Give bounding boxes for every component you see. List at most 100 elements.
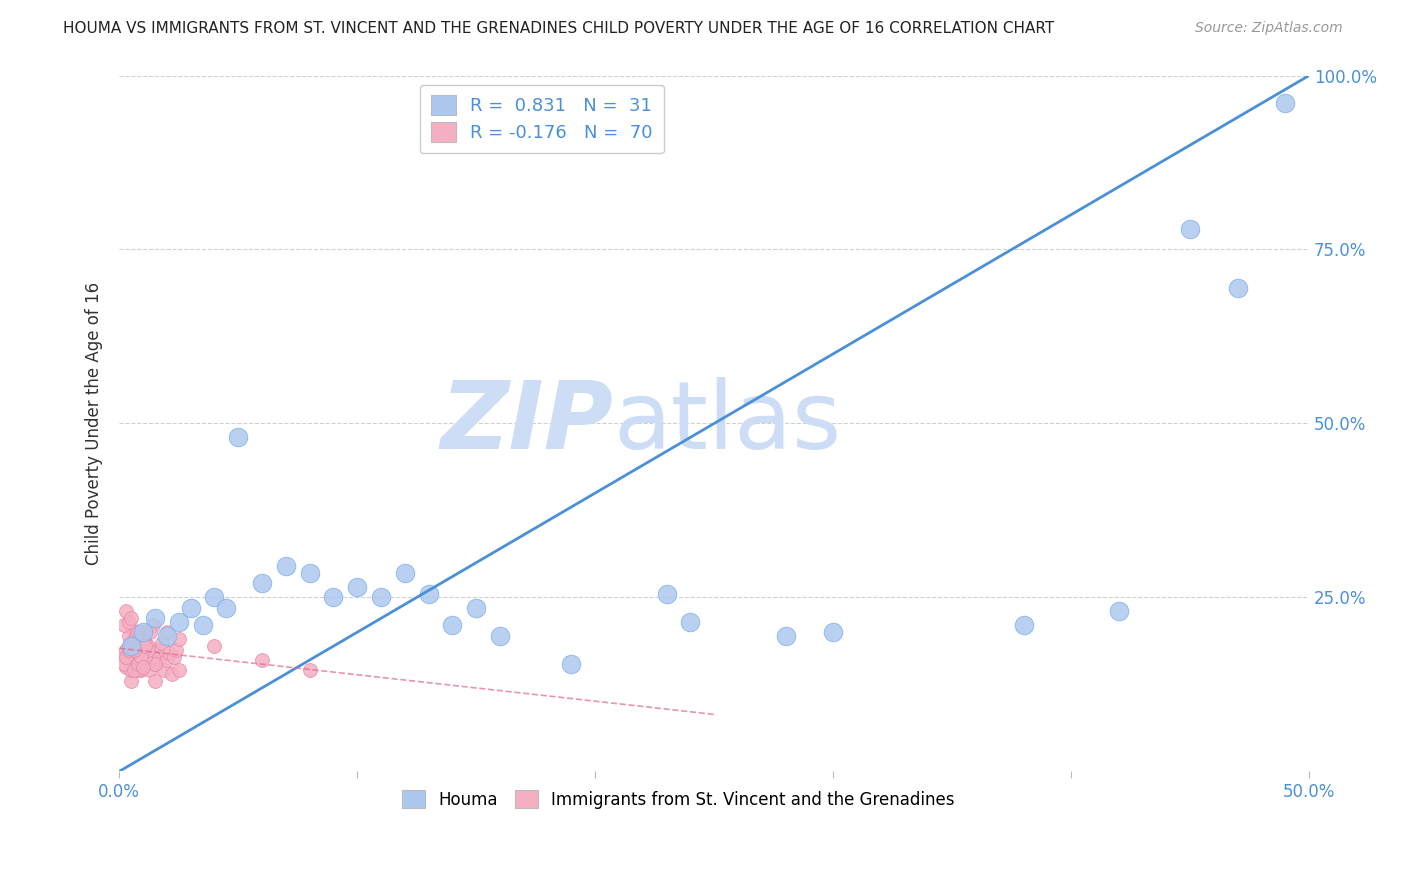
Point [120, 611, 142, 625]
Point [129, 635, 152, 649]
Point [322, 591, 344, 605]
Point [679, 615, 702, 629]
Point [655, 587, 678, 601]
Point [115, 604, 138, 618]
Point [143, 657, 166, 671]
Point [418, 587, 440, 601]
Point [120, 646, 142, 660]
Point [156, 653, 179, 667]
Point [120, 673, 142, 688]
Point [129, 649, 152, 664]
Point [134, 649, 156, 664]
Point [125, 632, 148, 647]
Point [115, 642, 138, 657]
Point [136, 639, 159, 653]
Point [1108, 604, 1130, 618]
Text: HOUMA VS IMMIGRANTS FROM ST. VINCENT AND THE GRENADINES CHILD POVERTY UNDER THE : HOUMA VS IMMIGRANTS FROM ST. VINCENT AND… [63, 21, 1054, 37]
Point [560, 657, 582, 671]
Point [143, 657, 166, 671]
Point [122, 635, 145, 649]
Point [149, 649, 172, 664]
Point [143, 673, 166, 688]
Point [163, 649, 186, 664]
Point [134, 635, 156, 649]
Point [129, 664, 152, 678]
Point [489, 629, 512, 643]
Point [112, 649, 135, 664]
Point [122, 664, 145, 678]
Point [165, 642, 187, 657]
Point [127, 642, 149, 657]
Point [120, 639, 142, 653]
Point [112, 618, 135, 632]
Point [150, 635, 173, 649]
Point [125, 649, 148, 664]
Point [298, 566, 321, 580]
Point [157, 646, 180, 660]
Point [441, 618, 464, 632]
Point [127, 657, 149, 671]
Point [122, 653, 145, 667]
Point [167, 615, 190, 629]
Point [118, 615, 141, 629]
Point [204, 591, 226, 605]
Point [204, 639, 226, 653]
Point [132, 649, 155, 664]
Point [125, 646, 148, 660]
Point [139, 625, 162, 640]
Point [160, 667, 183, 681]
Point [120, 664, 142, 678]
Point [122, 642, 145, 657]
Point [167, 664, 190, 678]
Point [129, 657, 152, 671]
Point [1178, 221, 1201, 235]
Point [153, 664, 176, 678]
Text: atlas: atlas [613, 377, 841, 469]
Point [146, 642, 169, 657]
Point [112, 657, 135, 671]
Point [125, 635, 148, 649]
Legend: Houma, Immigrants from St. Vincent and the Grenadines: Houma, Immigrants from St. Vincent and t… [395, 783, 962, 815]
Point [134, 639, 156, 653]
Point [136, 642, 159, 657]
Point [250, 576, 273, 591]
Point [1274, 96, 1296, 111]
Y-axis label: Child Poverty Under the Age of 16: Child Poverty Under the Age of 16 [86, 282, 103, 565]
Point [1012, 618, 1035, 632]
Point [132, 625, 155, 640]
Point [127, 664, 149, 678]
Point [346, 580, 368, 594]
Point [823, 625, 845, 640]
Point [125, 629, 148, 643]
Point [143, 611, 166, 625]
Point [118, 639, 141, 653]
Point [298, 664, 321, 678]
Point [115, 660, 138, 674]
Point [127, 657, 149, 671]
Point [775, 629, 797, 643]
Text: Source: ZipAtlas.com: Source: ZipAtlas.com [1195, 21, 1343, 36]
Point [134, 646, 156, 660]
Text: ZIP: ZIP [440, 377, 613, 469]
Point [180, 600, 202, 615]
Point [465, 600, 488, 615]
Point [118, 642, 141, 657]
Point [370, 591, 392, 605]
Point [274, 559, 297, 574]
Point [156, 625, 179, 640]
Point [226, 430, 249, 444]
Point [250, 653, 273, 667]
Point [394, 566, 416, 580]
Point [132, 625, 155, 640]
Point [115, 649, 138, 664]
Point [191, 618, 214, 632]
Point [127, 625, 149, 640]
Point [120, 635, 142, 649]
Point [132, 660, 155, 674]
Point [156, 629, 179, 643]
Point [215, 600, 238, 615]
Point [1226, 281, 1249, 295]
Point [142, 618, 165, 632]
Point [139, 664, 162, 678]
Point [167, 632, 190, 647]
